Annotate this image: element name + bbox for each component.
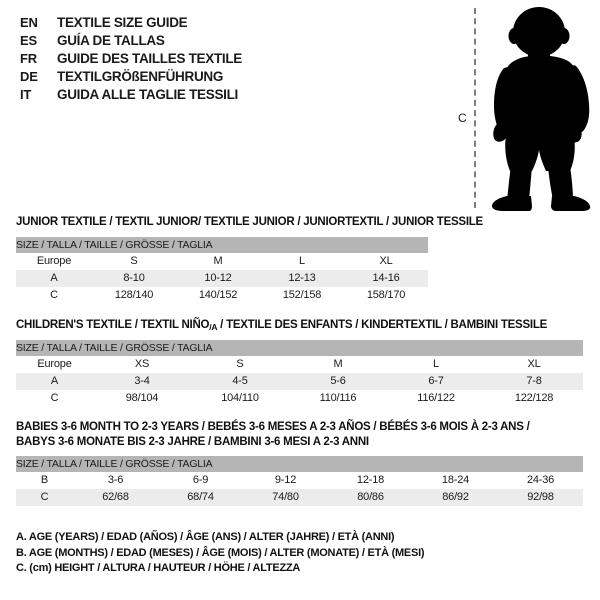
babies-table-band-header: SIZE / TALLA / TAILLE / GRÖSSE / TAGLIA xyxy=(16,456,584,472)
babies-row-label-c: C xyxy=(16,489,73,506)
table-row: Europe S M L XL xyxy=(16,253,428,270)
table-row: A 8-10 10-12 12-13 14-16 xyxy=(16,269,429,287)
table-row: C 98/104 104/110 110/116 116/122 122/128 xyxy=(16,390,583,407)
height-measure-dashed-line xyxy=(474,8,476,208)
guide-title-en: TEXTILE SIZE GUIDE xyxy=(57,15,188,30)
babies-c-cell-6: 92/98 xyxy=(498,489,584,506)
language-code-fr: FR xyxy=(20,51,37,66)
section-babies-title-line1: BABIES 3-6 MONTH TO 2-3 YEARS / BEBÉS 3-… xyxy=(16,421,530,433)
babies-c-cell-4: 80/86 xyxy=(328,489,413,506)
children-size-table: SIZE / TALLA / TAILLE / GRÖSSE / TAGLIA … xyxy=(16,339,584,407)
children-table-band-header: SIZE / TALLA / TAILLE / GRÖSSE / TAGLIA xyxy=(16,339,584,356)
junior-c-cell-3: 152/158 xyxy=(282,288,322,301)
junior-band-header-label: SIZE / TALLA / TAILLE / GRÖSSE / TAGLIA xyxy=(16,236,429,253)
babies-size-table: SIZE / TALLA / TAILLE / GRÖSSE / TAGLIA … xyxy=(16,456,584,506)
junior-a-cell-4: 14-16 xyxy=(344,269,429,287)
table-row: B 3-6 6-9 9-12 12-18 18-24 24-36 xyxy=(16,472,583,489)
babies-b-cell-4: 12-18 xyxy=(356,474,385,486)
section-children-textile: CHILDREN'S TEXTILE / TEXTIL NIÑO/A / TEX… xyxy=(16,318,584,407)
junior-c-cell-4: 158/170 xyxy=(366,288,406,301)
junior-europe-cell-3: L xyxy=(299,254,305,267)
height-measure-label: C xyxy=(456,110,469,126)
children-a-cell-5: 7-8 xyxy=(485,372,584,390)
junior-row-label-c: C xyxy=(50,288,58,301)
children-row-label-europe: Europe xyxy=(37,357,72,370)
section-babies-title-line2: BABYS 3-6 MONATE BIS 2-3 JAHRE / BAMBINI… xyxy=(16,435,369,448)
children-europe-cell-2: S xyxy=(236,357,244,370)
section-children-title-post: / TEXTILE DES ENFANTS / KINDERTEXTIL / B… xyxy=(217,319,548,331)
junior-c-cell-2: 140/152 xyxy=(198,288,238,301)
junior-table-band-header: SIZE / TALLA / TAILLE / GRÖSSE / TAGLIA xyxy=(16,236,429,253)
babies-b-cell-2: 6-9 xyxy=(192,474,209,486)
children-europe-cell-5: XL xyxy=(527,357,541,370)
section-junior-textile: JUNIOR TEXTILE / TEXTIL JUNIOR/ TEXTILE … xyxy=(16,215,483,304)
children-c-cell-1: 98/104 xyxy=(125,391,159,404)
section-children-title: CHILDREN'S TEXTILE / TEXTIL NIÑO/A / TEX… xyxy=(16,318,583,333)
children-a-cell-2: 4-5 xyxy=(191,372,289,390)
language-row-en: EN TEXTILE SIZE GUIDE xyxy=(20,14,420,32)
children-a-cell-1: 3-4 xyxy=(93,372,191,390)
legend-line-b: B. AGE (MONTHS) / EDAD (MESES) / ÂGE (MO… xyxy=(16,546,425,559)
babies-b-cell-6: 24-36 xyxy=(526,474,555,486)
toddler-silhouette-icon xyxy=(492,7,591,211)
junior-europe-cell-4: XL xyxy=(379,254,393,267)
language-code-it: IT xyxy=(20,87,32,102)
section-junior-title: JUNIOR TEXTILE / TEXTIL JUNIOR/ TEXTILE … xyxy=(16,216,483,228)
children-europe-cell-3: M xyxy=(333,357,343,370)
junior-c-cell-1: 128/140 xyxy=(114,288,154,301)
children-row-label-c: C xyxy=(50,391,59,404)
children-row-label-a: A xyxy=(16,372,93,390)
language-row-de: DE TEXTILGRÖßENFÜHRUNG xyxy=(20,68,420,86)
babies-band-header-label: SIZE / TALLA / TAILLE / GRÖSSE / TAGLIA xyxy=(16,456,584,472)
junior-size-table: SIZE / TALLA / TAILLE / GRÖSSE / TAGLIA … xyxy=(16,236,429,304)
language-title-block: EN TEXTILE SIZE GUIDE ES GUÍA DE TALLAS … xyxy=(20,14,420,104)
table-row: C 62/68 68/74 74/80 80/86 86/92 92/98 xyxy=(16,489,584,506)
babies-row-label-b: B xyxy=(40,474,49,486)
children-a-cell-3: 5-6 xyxy=(289,372,387,390)
language-row-it: IT GUIDA ALLE TAGLIE TESSILI xyxy=(20,86,420,104)
language-row-es: ES GUÍA DE TALLAS xyxy=(20,32,420,50)
height-illustration: C xyxy=(440,6,598,211)
guide-title-fr: GUIDE DES TAILLES TEXTILE xyxy=(57,51,243,66)
table-row: Europe XS S M L XL xyxy=(16,356,583,373)
guide-title-de: TEXTILGRÖßENFÜHRUNG xyxy=(57,69,224,84)
legend-line-a: A. AGE (YEARS) / EDAD (AÑOS) / ÂGE (ANS)… xyxy=(16,531,395,543)
babies-b-cell-5: 18-24 xyxy=(441,474,470,486)
junior-row-label-europe: Europe xyxy=(36,254,72,267)
guide-title-es: GUÍA DE TALLAS xyxy=(57,33,165,48)
measurement-legend: A. AGE (YEARS) / EDAD (AÑOS) / ÂGE (ANS)… xyxy=(16,530,425,577)
junior-europe-cell-2: M xyxy=(213,254,223,267)
table-row: C 128/140 140/152 152/158 158/170 xyxy=(16,287,428,304)
language-code-de: DE xyxy=(20,69,38,84)
junior-a-cell-2: 10-12 xyxy=(176,269,260,287)
language-code-es: ES xyxy=(20,33,37,48)
babies-c-cell-1: 62/68 xyxy=(73,489,158,506)
children-c-cell-2: 104/110 xyxy=(221,391,259,404)
junior-row-label-a: A xyxy=(16,269,92,287)
children-c-cell-3: 110/116 xyxy=(319,391,357,404)
babies-b-cell-3: 9-12 xyxy=(274,474,297,486)
children-c-cell-4: 116/122 xyxy=(417,391,455,404)
babies-c-cell-2: 68/74 xyxy=(158,489,243,506)
babies-c-cell-5: 86/92 xyxy=(413,489,498,506)
children-c-cell-5: 122/128 xyxy=(514,391,554,404)
junior-europe-cell-1: S xyxy=(130,254,138,267)
section-children-title-sub: /A xyxy=(209,322,218,332)
language-code-en: EN xyxy=(20,15,38,30)
table-row: A 3-4 4-5 5-6 6-7 7-8 xyxy=(16,372,584,390)
children-europe-cell-4: L xyxy=(433,357,439,370)
junior-a-cell-3: 12-13 xyxy=(260,269,344,287)
legend-line-c: C. (cm) HEIGHT / ALTURA / HAUTEUR / HÖHE… xyxy=(16,562,301,574)
children-europe-cell-1: XS xyxy=(134,357,150,370)
junior-a-cell-1: 8-10 xyxy=(92,269,176,287)
section-children-title-pre: CHILDREN'S TEXTILE / TEXTIL NIÑO xyxy=(16,319,210,331)
children-a-cell-4: 6-7 xyxy=(387,372,485,390)
section-babies-textile: BABIES 3-6 MONTH TO 2-3 YEARS / BEBÉS 3-… xyxy=(16,420,584,506)
children-band-header-label: SIZE / TALLA / TAILLE / GRÖSSE / TAGLIA xyxy=(16,339,584,356)
guide-title-it: GUIDA ALLE TAGLIE TESSILI xyxy=(57,87,238,102)
babies-b-cell-1: 3-6 xyxy=(107,474,124,486)
language-row-fr: FR GUIDE DES TAILLES TEXTILE xyxy=(20,50,420,68)
babies-c-cell-3: 74/80 xyxy=(243,489,328,506)
